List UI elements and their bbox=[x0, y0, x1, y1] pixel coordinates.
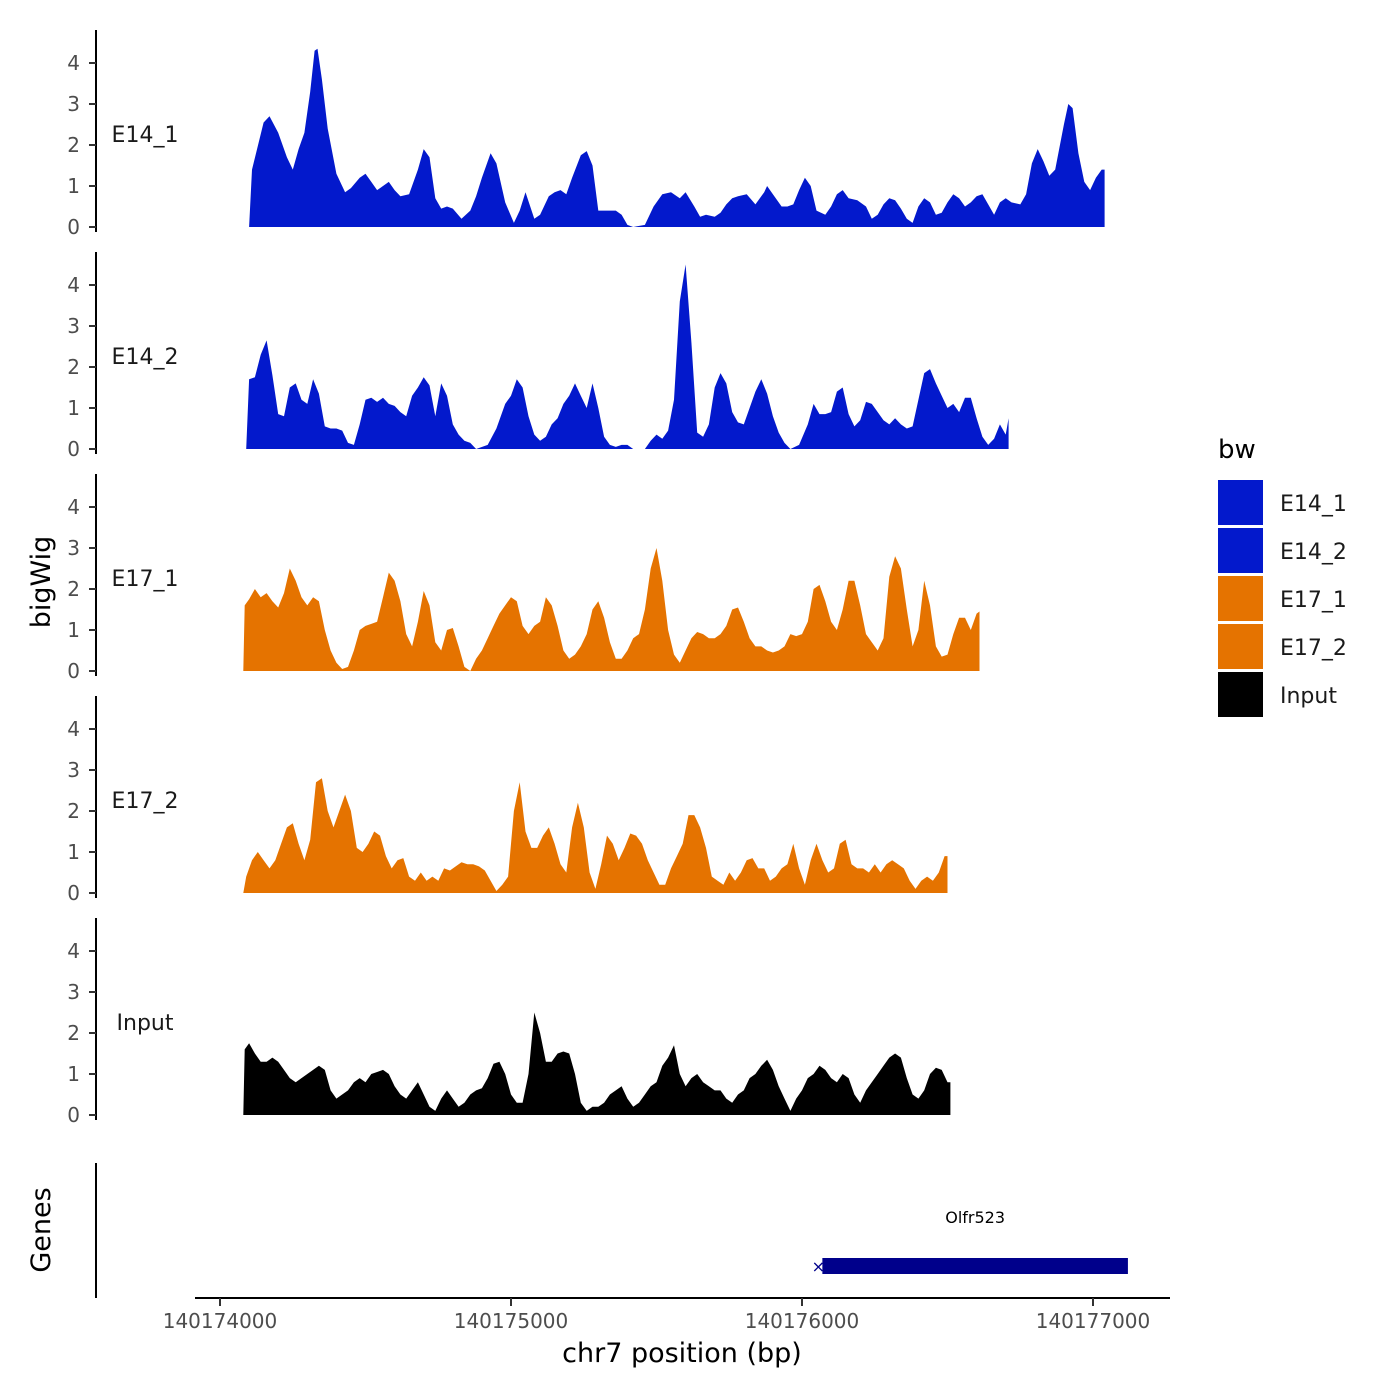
coverage-area bbox=[243, 1012, 951, 1115]
y-tick-label: 4 bbox=[67, 51, 80, 75]
y-tick-label: 4 bbox=[67, 273, 80, 297]
x-tick-label: 140175000 bbox=[454, 1309, 569, 1333]
track-e14-2: 0 1 2 3 4 E14_2 bbox=[67, 252, 1009, 461]
legend-label: Input bbox=[1280, 684, 1337, 709]
coverage-area bbox=[246, 264, 1009, 449]
track-label: E17_1 bbox=[112, 567, 179, 592]
y-tick-label: 2 bbox=[67, 355, 80, 379]
y-tick-label: 0 bbox=[67, 437, 80, 461]
legend-label: E14_1 bbox=[1280, 492, 1347, 517]
legend-swatch bbox=[1218, 672, 1263, 717]
y-tick-label: 4 bbox=[67, 939, 80, 963]
y-tick-label: 3 bbox=[67, 758, 80, 782]
gene-track: × Olfr523 bbox=[95, 1163, 1128, 1298]
gene-body bbox=[822, 1258, 1128, 1274]
y-tick-label: 2 bbox=[67, 133, 80, 157]
coverage-area bbox=[243, 778, 948, 893]
track-e14-1: 0 1 2 3 4 E14_1 bbox=[67, 30, 1105, 239]
x-axis-title: chr7 position (bp) bbox=[562, 1338, 802, 1369]
y-tick-label: 1 bbox=[67, 396, 80, 420]
track-e17-2: 0 1 2 3 4 E17_2 bbox=[67, 696, 948, 905]
y-tick-label: 0 bbox=[67, 881, 80, 905]
x-tick-label: 140174000 bbox=[163, 1309, 278, 1333]
y-tick-label: 2 bbox=[67, 577, 80, 601]
track-panels: 0 1 2 3 4 E14_1 0 1 2 3 4 E14_2 0 1 2 3 4 E17_1 0 1 2 3 4 E17_2… bbox=[67, 30, 1105, 1127]
y-tick-label: 1 bbox=[67, 618, 80, 642]
legend-swatch bbox=[1218, 624, 1263, 669]
track-label: E14_2 bbox=[112, 345, 179, 370]
y-tick-label: 4 bbox=[67, 717, 80, 741]
y-tick-label: 0 bbox=[67, 215, 80, 239]
genes-axis-title: Genes bbox=[26, 1187, 57, 1272]
x-axis: 140174000 140175000 140176000 140177000 bbox=[163, 1297, 1170, 1333]
legend: bw E14_1 E14_2 E17_1 E17_2 Input bbox=[1218, 435, 1347, 717]
gene-label: Olfr523 bbox=[945, 1208, 1005, 1227]
track-label: E17_2 bbox=[112, 789, 179, 814]
coverage-area bbox=[243, 548, 980, 671]
track-label: Input bbox=[117, 1011, 174, 1036]
y-tick-label: 3 bbox=[67, 92, 80, 116]
y-tick-label: 1 bbox=[67, 174, 80, 198]
coverage-area bbox=[249, 48, 1105, 228]
legend-title: bw bbox=[1218, 435, 1256, 465]
gene-strand-marker: × bbox=[812, 1257, 825, 1276]
y-tick-label: 2 bbox=[67, 1021, 80, 1045]
x-tick-label: 140176000 bbox=[745, 1309, 860, 1333]
track-input: 0 1 2 3 4 Input bbox=[67, 918, 951, 1127]
legend-label: E14_2 bbox=[1280, 540, 1347, 565]
legend-swatch bbox=[1218, 528, 1263, 573]
x-tick-label: 140177000 bbox=[1036, 1309, 1151, 1333]
y-tick-label: 0 bbox=[67, 1103, 80, 1127]
y-tick-label: 1 bbox=[67, 840, 80, 864]
track-label: E14_1 bbox=[112, 123, 179, 148]
legend-swatch bbox=[1218, 576, 1263, 621]
legend-label: E17_1 bbox=[1280, 588, 1347, 613]
y-tick-label: 3 bbox=[67, 980, 80, 1004]
track-e17-1: 0 1 2 3 4 E17_1 bbox=[67, 474, 980, 683]
y-tick-label: 3 bbox=[67, 314, 80, 338]
legend-swatch bbox=[1218, 480, 1263, 525]
y-tick-label: 2 bbox=[67, 799, 80, 823]
y-axis-title: bigWig bbox=[26, 536, 57, 629]
y-tick-label: 3 bbox=[67, 536, 80, 560]
y-tick-label: 4 bbox=[67, 495, 80, 519]
y-tick-label: 1 bbox=[67, 1062, 80, 1086]
y-tick-label: 0 bbox=[67, 659, 80, 683]
legend-label: E17_2 bbox=[1280, 636, 1347, 661]
